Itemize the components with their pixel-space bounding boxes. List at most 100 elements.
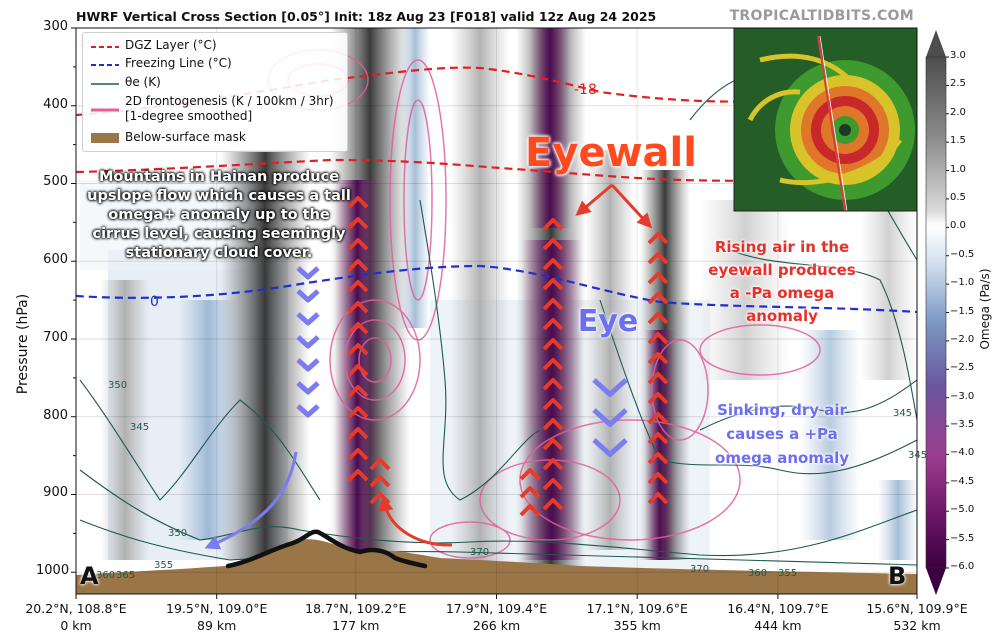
colorbar-tick-label: −4.5	[950, 475, 975, 487]
x-tick-label: 18.7°N, 109.2°E 177 km	[296, 600, 416, 634]
upward-chevron	[647, 352, 669, 365]
upward-chevron	[647, 412, 669, 425]
theta-e-contour-label: 345	[130, 422, 149, 433]
rising-line: eyewall produces	[708, 261, 856, 279]
upward-chevron	[542, 418, 564, 431]
annotation-arrows	[204, 183, 653, 550]
upward-chevron	[347, 469, 369, 482]
upward-chevron	[347, 406, 369, 419]
theta-e-contour-label: 350	[168, 528, 187, 539]
upward-chevron	[542, 458, 564, 471]
y-tick-label: 300	[43, 19, 68, 34]
colorbar-tick-label: −6.0	[950, 561, 975, 572]
downward-chevron	[296, 381, 320, 395]
upward-chevron	[647, 252, 669, 265]
y-tick-label: 500	[43, 174, 68, 190]
downward-chevron	[592, 378, 628, 397]
sinking-line: Sinking, dry air	[717, 401, 847, 419]
upward-chevron	[347, 280, 369, 293]
upward-chevron	[542, 478, 564, 491]
colorbar-tick-label: −0.5	[950, 248, 975, 260]
downward-chevron	[296, 289, 320, 303]
x-tick-latlon: 15.6°N, 109.9°E	[866, 601, 968, 616]
sinking-line: causes a +Pa	[726, 425, 838, 443]
eye-label: Eye	[577, 304, 639, 339]
x-tick-distance: 266 km	[472, 618, 521, 633]
rising-line: anomaly	[746, 307, 818, 325]
x-tick-latlon: 16.4°N, 109.7°E	[727, 601, 829, 616]
upward-chevron	[542, 438, 564, 451]
downward-chevron	[296, 335, 320, 349]
upward-chevron	[347, 322, 369, 335]
upward-chevron	[542, 498, 564, 511]
mountains-line: omega+ anomaly up to the	[108, 207, 330, 223]
upward-chevron	[647, 392, 669, 405]
x-tick-latlon: 19.5°N, 109.0°E	[166, 601, 268, 616]
y-tick-label: 900	[43, 485, 68, 501]
upward-chevron	[542, 358, 564, 371]
upward-chevron	[369, 458, 391, 471]
colorbar-tick-label: 1.0	[950, 163, 966, 175]
colorbar-title: Omega (Pa/s)	[978, 268, 992, 350]
axis-ticks	[71, 27, 949, 599]
upward-chevron	[647, 232, 669, 245]
colorbar-tick-label: 0.0	[950, 220, 966, 232]
upward-chevron	[647, 452, 669, 465]
colorbar	[925, 30, 947, 595]
legend-entry-mask: Below-surface mask	[125, 130, 246, 144]
colorbar-tick-label: −2.5	[950, 362, 975, 374]
inset-radar-map	[733, 27, 918, 212]
theta-e-contour-label: 370	[690, 564, 709, 575]
upward-chevron	[542, 338, 564, 351]
colorbar-tick-label: 2.5	[950, 78, 966, 90]
chart-title: HWRF Vertical Cross Section [0.05°] Init…	[76, 9, 657, 24]
legend-entry-freezing: Freezing Line (°C)	[125, 56, 232, 70]
sinking-line: omega anomaly	[715, 449, 849, 467]
colorbar-tick-label: −3.5	[950, 419, 975, 431]
theta-e-contour-label: 355	[778, 568, 797, 579]
upward-chevron	[542, 298, 564, 311]
upward-chevron	[347, 343, 369, 356]
y-axis-label: Pressure (hPa)	[15, 293, 31, 395]
colorbar-tick-label: 2.0	[950, 106, 966, 118]
upward-chevron	[542, 278, 564, 291]
x-tick-distance: 0 km	[60, 618, 92, 633]
upward-chevron	[369, 475, 391, 488]
upward-chevron	[542, 258, 564, 271]
y-tick-label: 400	[43, 96, 68, 112]
upward-chevron	[542, 218, 564, 231]
y-tick-label: 800	[43, 407, 68, 423]
colorbar-tick-label: 1.5	[950, 135, 966, 147]
upward-chevron	[347, 385, 369, 398]
downward-chevron	[592, 438, 628, 457]
downward-chevron	[296, 404, 320, 418]
upward-chevron	[347, 259, 369, 272]
upward-chevron	[519, 504, 541, 517]
x-tick-distance: 89 km	[197, 618, 237, 633]
colorbar-tick-label: −1.0	[950, 277, 975, 289]
upward-chevron	[647, 372, 669, 385]
legend-entry-theta-e: θe (K)	[125, 75, 161, 89]
legend: DGZ Layer (°C) Freezing Line (°C) θe (K)…	[82, 32, 348, 152]
x-tick-label: 20.2°N, 108.8°E 0 km	[16, 600, 136, 634]
upward-chevron	[347, 238, 369, 251]
upward-chevron	[347, 427, 369, 440]
upward-chevron	[542, 318, 564, 331]
upward-chevron	[519, 486, 541, 499]
theta-e-contour-label: 370	[470, 547, 489, 558]
mountains-line: stationary cloud cover.	[125, 245, 313, 261]
rising-line: a -Pa omega	[729, 284, 835, 302]
upward-chevron	[647, 432, 669, 445]
x-tick-latlon: 20.2°N, 108.8°E	[25, 601, 127, 616]
x-tick-label: 17.9°N, 109.4°E 266 km	[437, 600, 557, 634]
downward-chevron	[296, 266, 320, 280]
endpoint-b: B	[888, 562, 907, 590]
upward-chevron	[647, 332, 669, 345]
mountains-annotation: Mountains in Hainan produce upslope flow…	[78, 168, 360, 263]
endpoint-a: A	[80, 562, 99, 590]
colorbar-tick-label: 0.5	[950, 191, 966, 203]
legend-entry-frontogenesis-note: [1-degree smoothed]	[125, 109, 253, 123]
